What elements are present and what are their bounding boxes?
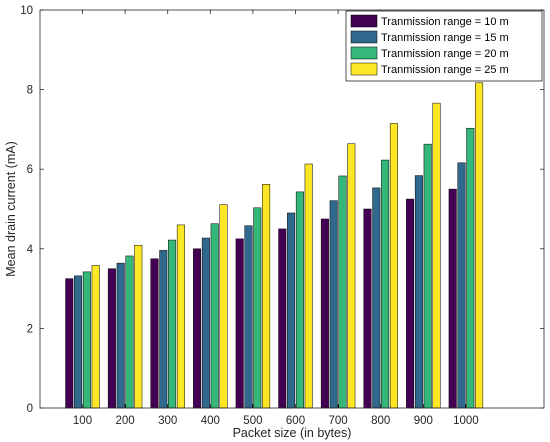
bar: [125, 255, 134, 409]
legend-swatch: [350, 62, 378, 76]
x-tick-label: 700: [329, 415, 348, 427]
bar: [304, 163, 313, 409]
bar: [82, 271, 91, 409]
x-tick-label: 100: [73, 415, 92, 427]
legend-swatch: [350, 14, 378, 28]
x-tick-label: 900: [414, 415, 433, 427]
x-tick-label: 500: [243, 415, 262, 427]
bar: [150, 258, 159, 409]
y-tick-label: 0: [27, 403, 33, 415]
x-tick-label: 1000: [453, 415, 479, 427]
bar: [210, 223, 219, 409]
bar: [381, 159, 390, 409]
bar: [466, 127, 475, 409]
bar: [219, 204, 228, 409]
legend-label: Tranmission range = 15 m: [381, 32, 509, 44]
bar: [74, 275, 83, 409]
bar: [320, 218, 329, 409]
x-axis-label: Packet size (in bytes): [233, 426, 352, 440]
bar: [295, 191, 304, 409]
bar: [235, 238, 244, 409]
bar: [448, 188, 457, 409]
bar: [262, 184, 271, 409]
x-tick-label: 300: [158, 415, 177, 427]
y-tick-label: 2: [27, 323, 33, 335]
bar: [406, 198, 415, 409]
bar: [134, 244, 143, 409]
legend-label: Tranmission range = 20 m: [381, 48, 509, 60]
bar: [338, 175, 347, 409]
bar: [193, 248, 202, 409]
x-tick-label: 200: [116, 415, 135, 427]
bar: [457, 162, 466, 409]
y-axis-label: Mean drain current (mA): [4, 141, 18, 276]
legend: Tranmission range = 10 m Tranmission rang…: [345, 10, 543, 82]
x-tick-label: 400: [201, 415, 220, 427]
legend-label: Tranmission range = 10 m: [381, 16, 509, 28]
bar: [65, 278, 74, 409]
legend-swatch: [350, 46, 378, 60]
bar: [363, 208, 372, 409]
bar: [91, 265, 100, 409]
legend-swatch: [350, 30, 378, 44]
y-tick-label: 4: [27, 244, 34, 256]
legend-box: [345, 10, 543, 82]
bar: [329, 200, 338, 409]
y-tick-label: 6: [27, 164, 33, 176]
bar: [168, 239, 177, 409]
bar: [201, 237, 210, 409]
legend-label: Tranmission range = 25 m: [381, 64, 509, 76]
bar: [159, 250, 168, 409]
x-tick-label: 600: [286, 415, 305, 427]
bar: [278, 228, 287, 409]
y-tick-label: 10: [20, 5, 33, 17]
bar: [372, 187, 381, 409]
bar: [414, 175, 423, 409]
bar: [347, 143, 356, 409]
x-tick-label: 800: [371, 415, 390, 427]
bar: [423, 143, 432, 409]
bar: [287, 212, 296, 409]
bar: [244, 225, 253, 409]
bar: [107, 268, 116, 409]
y-axis-ticks: 0 2 4 6 8 10: [20, 5, 544, 415]
bar: [176, 224, 185, 409]
plot-frame: [39, 9, 545, 409]
bar: [116, 262, 125, 409]
bar: [432, 102, 441, 409]
bar: [253, 207, 262, 409]
bar: [475, 82, 484, 409]
y-tick-label: 8: [27, 85, 33, 97]
bar: [389, 123, 398, 409]
